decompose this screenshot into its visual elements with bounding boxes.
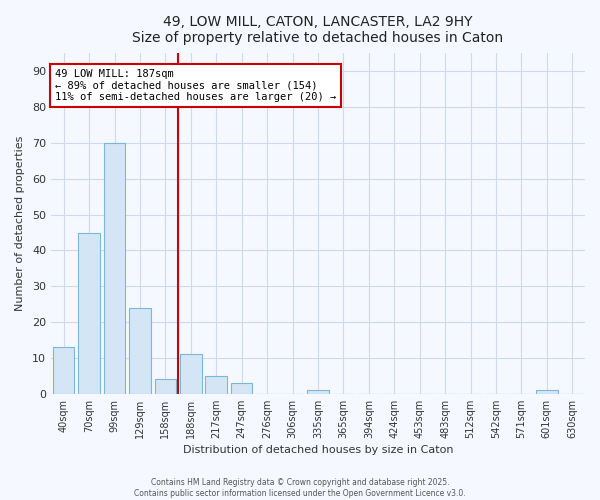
Title: 49, LOW MILL, CATON, LANCASTER, LA2 9HY
Size of property relative to detached ho: 49, LOW MILL, CATON, LANCASTER, LA2 9HY …: [133, 15, 503, 45]
Bar: [536, 390, 557, 394]
Bar: [78, 232, 100, 394]
Bar: [180, 354, 202, 394]
Bar: [205, 376, 227, 394]
Bar: [53, 347, 74, 394]
Bar: [129, 308, 151, 394]
Y-axis label: Number of detached properties: Number of detached properties: [15, 136, 25, 312]
Bar: [155, 380, 176, 394]
Text: Contains HM Land Registry data © Crown copyright and database right 2025.
Contai: Contains HM Land Registry data © Crown c…: [134, 478, 466, 498]
Text: 49 LOW MILL: 187sqm
← 89% of detached houses are smaller (154)
11% of semi-detac: 49 LOW MILL: 187sqm ← 89% of detached ho…: [55, 69, 336, 102]
X-axis label: Distribution of detached houses by size in Caton: Distribution of detached houses by size …: [183, 445, 453, 455]
Bar: [307, 390, 329, 394]
Bar: [231, 383, 253, 394]
Bar: [104, 143, 125, 394]
